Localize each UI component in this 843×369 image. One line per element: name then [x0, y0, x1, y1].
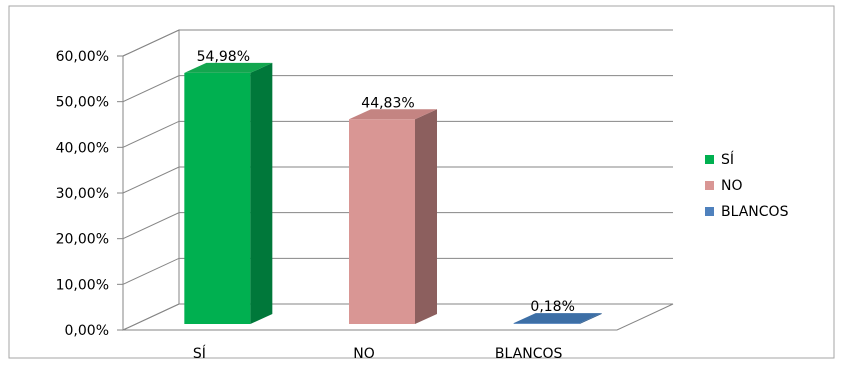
- chart-frame: [8, 5, 835, 359]
- bar-2: [349, 119, 415, 324]
- gridline: [122, 212, 673, 240]
- data-labels: 54,98% 44,83% 0,18%: [197, 49, 575, 315]
- bar-1: [184, 72, 251, 324]
- bar-top-2: [349, 109, 437, 120]
- gridline: [122, 257, 673, 285]
- gridline: [122, 120, 673, 148]
- y-tick-label: 40,00%: [56, 140, 109, 156]
- legend-swatch: [705, 181, 714, 190]
- legend: SÍ NO BLANCOS: [705, 151, 789, 220]
- bar-side-1: [250, 62, 273, 324]
- data-label: 54,98%: [197, 49, 250, 65]
- legend-label: NO: [721, 178, 743, 194]
- y-axis: 0,00% 10,00% 20,00% 30,00% 40,00% 50,00% 60,00…: [56, 49, 124, 339]
- x-tick-label: BLANCOS: [495, 346, 563, 362]
- bar-side-2: [415, 109, 437, 324]
- y-tick-label: 10,00%: [56, 277, 109, 293]
- gridlines: [122, 29, 673, 285]
- y-tick-label: 50,00%: [56, 95, 109, 111]
- gridline: [122, 75, 673, 103]
- bar-side-3: [579, 313, 602, 324]
- x-tick-label: NO: [353, 346, 375, 362]
- legend-swatch: [705, 155, 714, 164]
- bars: [184, 62, 602, 324]
- gridline: [122, 166, 673, 194]
- y-tick-label: 20,00%: [56, 232, 109, 248]
- x-axis: SÍ NO BLANCOS: [193, 345, 563, 362]
- y-tick-label: 30,00%: [56, 186, 109, 202]
- bar-top-1: [184, 62, 273, 73]
- data-label: 44,83%: [361, 95, 414, 111]
- legend-label: BLANCOS: [721, 204, 789, 220]
- legend-label: SÍ: [721, 151, 734, 168]
- gridline: [122, 29, 673, 57]
- floor: [122, 303, 674, 331]
- legend-swatch: [705, 207, 714, 216]
- y-tick-label: 0,00%: [65, 323, 109, 339]
- x-tick-label: SÍ: [193, 345, 206, 362]
- y-tick-label: 60,00%: [56, 49, 109, 65]
- bar-3: [513, 323, 580, 324]
- data-label: 0,18%: [530, 299, 574, 315]
- bar-top-3: [513, 313, 602, 324]
